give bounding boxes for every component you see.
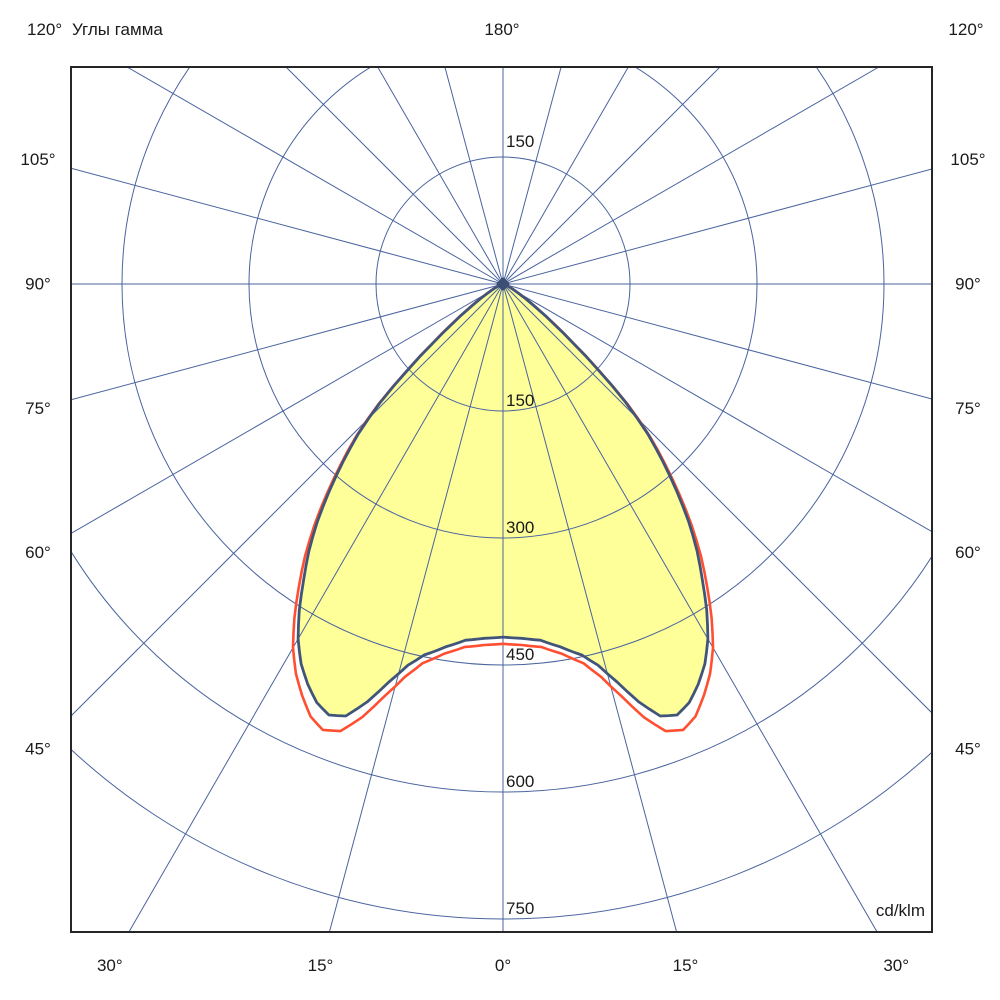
- angle-tick-label: 105°: [950, 150, 985, 169]
- polar-grid-ray: [71, 283, 504, 401]
- polar-grid-ray: [502, 67, 880, 285]
- radial-tick-label: 600: [506, 772, 534, 791]
- polar-grid-ray: [502, 168, 932, 285]
- top-right-angle-label: 120°: [948, 20, 984, 39]
- angle-tick-label: 15°: [308, 956, 334, 975]
- radial-tick-label: 750: [506, 899, 534, 918]
- top-left-angle-label: 120°: [27, 20, 63, 39]
- angle-tick-label: 60°: [25, 543, 51, 562]
- polar-grid-ray: [285, 67, 504, 285]
- angle-tick-label: 60°: [955, 543, 981, 562]
- radial-tick-label: 150: [506, 132, 534, 151]
- polar-grid-ray: [502, 67, 562, 285]
- angle-tick-label: 75°: [25, 399, 51, 418]
- angle-tick-label: 30°: [883, 956, 909, 975]
- angle-tick-label: 75°: [955, 399, 981, 418]
- angle-tick-label: 105°: [20, 150, 55, 169]
- center-point: [495, 276, 511, 292]
- polar-grid-ray: [71, 167, 504, 285]
- angle-tick-label: 90°: [955, 275, 981, 294]
- radial-tick-label: 300: [506, 518, 534, 537]
- polar-grid-ray: [71, 283, 504, 717]
- inner-curve: [296, 282, 710, 718]
- polar-grid-ray: [502, 283, 932, 533]
- plot-border: [70, 66, 933, 933]
- radial-tick-label: 150: [506, 391, 534, 410]
- angle-tick-label: 90°: [25, 275, 51, 294]
- top-center-angle-label: 180°: [484, 20, 520, 39]
- polar-grid-ray: [502, 283, 678, 932]
- polar-grid-ray: [502, 283, 932, 714]
- angle-tick-label: 0°: [495, 956, 511, 975]
- polar-grid-ray: [502, 67, 629, 285]
- polar-grid-ray: [328, 283, 504, 932]
- polar-grid-ray: [377, 67, 504, 285]
- polar-grid-ray: [502, 283, 878, 932]
- angle-tick-label: 45°: [955, 740, 981, 759]
- chart-title: Углы гамма: [72, 20, 163, 39]
- polar-grid-ray: [126, 67, 504, 285]
- angle-tick-label: 30°: [97, 956, 123, 975]
- radial-tick-label: 450: [506, 645, 534, 664]
- polar-grid: [71, 67, 932, 932]
- polar-grid-ray: [444, 67, 504, 285]
- unit-label: cd/klm: [876, 901, 925, 920]
- polar-grid-ray: [128, 283, 504, 932]
- angle-tick-label: 45°: [25, 740, 51, 759]
- polar-grid-ray: [71, 283, 504, 534]
- polar-grid-ray: [502, 67, 721, 285]
- angle-tick-label: 15°: [673, 956, 699, 975]
- polar-grid-ray: [502, 283, 932, 400]
